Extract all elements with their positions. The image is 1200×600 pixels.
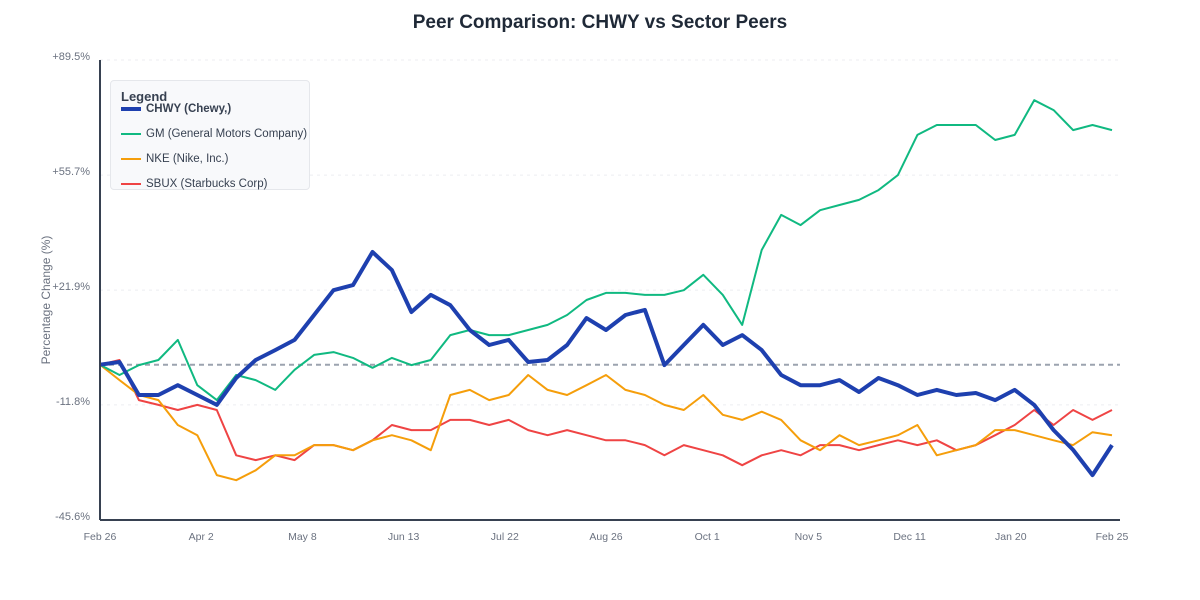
y-axis-ticks: +89.5% +55.7% +21.9% -11.8% -45.6%: [52, 51, 90, 523]
x-tick-label: Aug 26: [589, 531, 622, 543]
y-tick-label: -45.6%: [55, 511, 90, 523]
legend-item: NKE (Nike, Inc.): [121, 153, 228, 165]
legend-label: SBUX (Starbucks Corp): [146, 178, 268, 190]
y-tick-label: +89.5%: [52, 51, 90, 63]
legend-swatch: [121, 106, 141, 111]
x-tick-label: Oct 1: [695, 531, 720, 543]
legend-swatch: [121, 132, 141, 135]
series-line-chwy: [99, 250, 1114, 478]
series-line-nke: [99, 363, 1113, 482]
y-tick-label: +21.9%: [52, 281, 90, 293]
x-tick-label: Jan 20: [995, 531, 1027, 543]
chart-title: Peer Comparison: CHWY vs Sector Peers: [412, 12, 788, 33]
x-tick-label: Nov 5: [795, 531, 823, 543]
series-lines: [99, 99, 1114, 482]
legend-label: NKE (Nike, Inc.): [146, 153, 229, 165]
legend: Legend CHWY (Chewy,) GM (General Motors C…: [110, 80, 310, 190]
legend-item: GM (General Motors Company): [121, 128, 307, 140]
legend-label: CHWY (Chewy,): [146, 103, 232, 115]
x-axis-ticks: Feb 26 Apr 2 May 8 Jun 13 Jul 22 Aug 26 Oct 1 N…: [84, 531, 1129, 543]
x-tick-label: Apr 2: [189, 531, 214, 543]
legend-item: CHWY (Chewy,): [121, 103, 231, 115]
x-tick-label: Jul 22: [491, 531, 519, 543]
y-axis-label: Percentage Change (%): [39, 236, 53, 365]
legend-item: SBUX (Starbucks Corp): [121, 178, 267, 190]
legend-swatch: [121, 182, 141, 185]
x-tick-label: May 8: [288, 531, 317, 543]
y-tick-label: +55.7%: [52, 166, 90, 178]
x-tick-label: Dec 11: [893, 531, 926, 543]
x-tick-label: Feb 25: [1096, 531, 1129, 543]
series-line-gm: [99, 99, 1113, 402]
x-tick-label: Feb 26: [84, 531, 117, 543]
x-tick-label: Jun 13: [388, 531, 420, 543]
series-line-sbux: [99, 359, 1113, 467]
legend-title: Legend: [121, 89, 168, 104]
legend-label: GM (General Motors Company): [146, 128, 308, 140]
y-tick-label: -11.8%: [56, 396, 90, 408]
legend-swatch: [121, 157, 141, 160]
